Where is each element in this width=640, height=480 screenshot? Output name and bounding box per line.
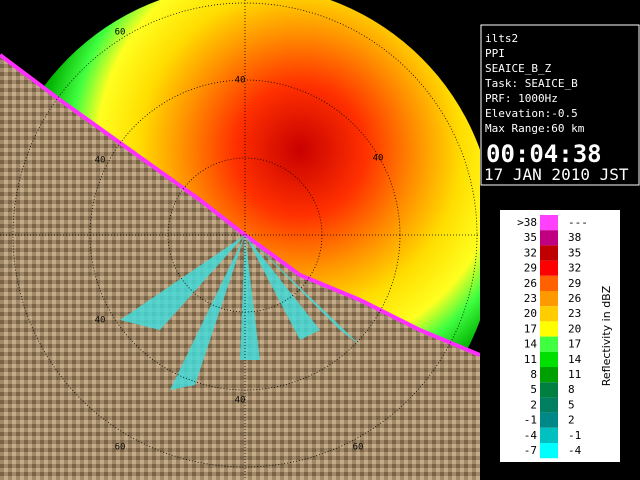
legend-high: 11 — [568, 368, 581, 381]
legend-swatch — [540, 215, 558, 231]
legend-swatch — [540, 443, 558, 459]
legend-high: 38 — [568, 231, 581, 244]
legend-high: 35 — [568, 246, 581, 259]
legend-swatch — [540, 412, 558, 428]
legend-swatch — [540, 382, 558, 398]
legend-swatch — [540, 275, 558, 291]
legend-swatch — [540, 230, 558, 246]
legend-swatch — [540, 306, 558, 322]
legend-low: 29 — [524, 262, 537, 275]
legend-title: Reflectivity in dBZ — [600, 285, 613, 386]
legend-high: 23 — [568, 307, 581, 320]
range-label: 60 — [115, 443, 126, 453]
legend-high: 17 — [568, 338, 581, 351]
legend-low: >38 — [517, 216, 537, 229]
legend-swatch — [540, 336, 558, 352]
legend — [500, 210, 620, 462]
legend-high: 2 — [568, 414, 575, 427]
legend-low: -4 — [524, 429, 538, 442]
land — [0, 55, 480, 480]
info-line: PRF: 1000Hz — [485, 92, 558, 105]
legend-low: 23 — [524, 292, 537, 305]
radar-image: 60 40 40 40 40 40 60 60 — [0, 0, 480, 480]
range-label: 40 — [95, 316, 106, 326]
legend-low: 8 — [530, 368, 537, 381]
legend-low: 5 — [530, 383, 537, 396]
legend-swatch — [540, 245, 558, 261]
legend-high: 5 — [568, 398, 575, 411]
info-line: SEAICE_B_Z — [485, 62, 552, 75]
info-line: Elevation:-0.5 — [485, 107, 578, 120]
legend-low: 20 — [524, 307, 537, 320]
legend-high: 20 — [568, 322, 581, 335]
info-line: ilts2 — [485, 32, 518, 45]
legend-high: 14 — [568, 353, 582, 366]
info-line: Max Range:60 km — [485, 122, 585, 135]
legend-high: 8 — [568, 383, 575, 396]
info-panel — [480, 24, 640, 186]
legend-low: 35 — [524, 231, 537, 244]
legend-low: 2 — [530, 398, 537, 411]
legend-swatch — [540, 291, 558, 307]
range-label: 60 — [353, 443, 364, 453]
land-echo — [120, 235, 360, 390]
range-rings — [0, 0, 480, 480]
legend-high: 29 — [568, 277, 581, 290]
legend-low: 26 — [524, 277, 537, 290]
range-label: 40 — [235, 396, 246, 406]
legend-high: 26 — [568, 292, 581, 305]
legend-high: --- — [568, 216, 588, 229]
legend-swatch — [540, 321, 558, 337]
legend-swatch — [540, 427, 558, 443]
legend-high: -4 — [568, 444, 582, 457]
legend-low: 32 — [524, 246, 537, 259]
range-label: 40 — [95, 156, 106, 166]
legend-low: -1 — [524, 414, 537, 427]
legend-low: -7 — [524, 444, 537, 457]
info-line: Task: SEAICE_B — [485, 77, 578, 90]
legend-swatch — [540, 260, 558, 276]
date: 17 JAN 2010 JST — [484, 165, 629, 184]
legend-low: 11 — [524, 353, 537, 366]
legend-swatch — [540, 397, 558, 413]
range-label: 40 — [235, 76, 246, 86]
legend-high: -1 — [568, 429, 581, 442]
info-line: PPI — [485, 47, 505, 60]
range-label: 40 — [373, 154, 384, 164]
time: 00:04:38 — [486, 140, 602, 168]
legend-swatch — [540, 367, 558, 383]
legend-low: 17 — [524, 322, 537, 335]
range-label: 60 — [115, 28, 126, 38]
legend-high: 32 — [568, 262, 581, 275]
legend-low: 14 — [524, 338, 538, 351]
legend-swatch — [540, 351, 558, 367]
